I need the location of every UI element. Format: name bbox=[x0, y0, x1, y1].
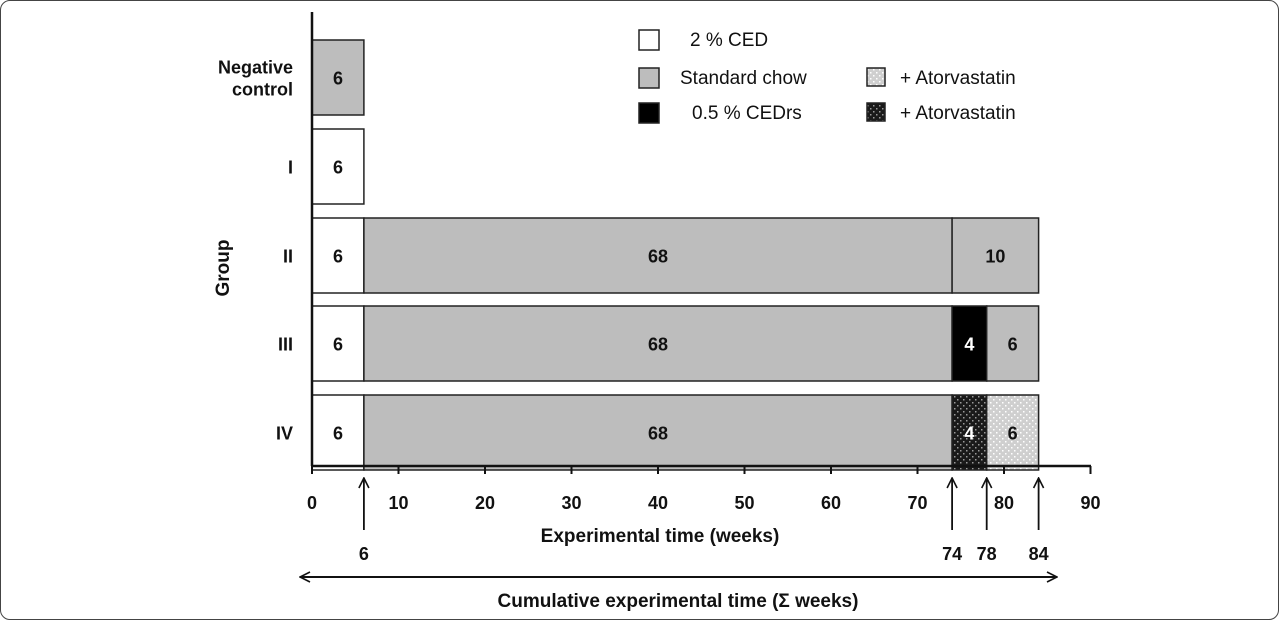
bar-segment bbox=[985, 305, 1040, 382]
segment-label: 6 bbox=[333, 69, 343, 89]
bar-segment bbox=[363, 305, 953, 382]
group-bar: 6 68 4 6 bbox=[311, 394, 1040, 471]
bar-segment bbox=[951, 217, 1040, 294]
legend-swatch bbox=[638, 29, 660, 51]
x-tick-label: 10 bbox=[388, 493, 408, 513]
group-label: III bbox=[278, 335, 293, 355]
time-markers-layer: 6 74 78 84 bbox=[359, 478, 1049, 564]
legend-item: Standard chow bbox=[638, 67, 807, 89]
legend: 2 % CED Standard chow 0.5 % CEDrs + Atorvas… bbox=[638, 29, 1016, 124]
legend-swatch bbox=[866, 67, 886, 87]
bar-segment bbox=[363, 217, 953, 294]
group-label: IV bbox=[276, 424, 293, 444]
group-label: Negative bbox=[218, 58, 293, 78]
legend-item: + Atorvastatin bbox=[866, 67, 1016, 89]
legend-item: + Atorvastatin bbox=[866, 102, 1016, 124]
legend-swatch bbox=[638, 102, 660, 124]
segment-label: 4 bbox=[964, 424, 974, 444]
segment-label: 68 bbox=[648, 424, 668, 444]
x-tick-label: 40 bbox=[648, 493, 668, 513]
time-marker-label: 84 bbox=[1029, 544, 1049, 564]
x-tick-label: 90 bbox=[1080, 493, 1100, 513]
segment-label: 6 bbox=[333, 335, 343, 355]
bars-layer: 6 6 6 68 10 6 68 4 6 6 68 4 6 bbox=[311, 39, 1040, 471]
segment-label: 10 bbox=[985, 247, 1005, 267]
time-marker-label: 6 bbox=[359, 544, 369, 564]
legend-swatch bbox=[638, 67, 660, 89]
group-bar: 6 bbox=[311, 39, 365, 116]
x-tick-label: 20 bbox=[475, 493, 495, 513]
legend-label: 2 % CED bbox=[690, 30, 768, 51]
bar-segment bbox=[951, 394, 988, 471]
time-marker-label: 74 bbox=[942, 544, 962, 564]
x-ticks-layer: 0 10 20 30 40 50 60 70 80 90 bbox=[307, 466, 1101, 513]
axes-layer bbox=[310, 12, 1091, 468]
segment-label: 6 bbox=[1008, 424, 1018, 444]
bar-segment bbox=[985, 394, 1040, 471]
legend-label: + Atorvastatin bbox=[900, 68, 1016, 89]
group-label: II bbox=[283, 247, 293, 267]
legend-label: Standard chow bbox=[680, 68, 807, 89]
legend-swatch bbox=[866, 102, 886, 122]
bar-segment bbox=[951, 305, 988, 382]
x-tick-label: 60 bbox=[821, 493, 841, 513]
x-tick-label: 50 bbox=[734, 493, 754, 513]
legend-item: 0.5 % CEDrs bbox=[638, 102, 802, 124]
bar-segment bbox=[363, 394, 953, 471]
segment-label: 6 bbox=[333, 247, 343, 267]
bar-segment bbox=[311, 39, 365, 116]
group-label: control bbox=[232, 80, 293, 100]
group-bar: 6 68 10 bbox=[311, 217, 1040, 294]
x-tick-label: 80 bbox=[994, 493, 1014, 513]
y-axis-title: Group bbox=[213, 240, 234, 297]
time-marker-label: 78 bbox=[977, 544, 997, 564]
segment-label: 4 bbox=[964, 335, 974, 355]
segment-label: 6 bbox=[333, 424, 343, 444]
bar-segment bbox=[311, 128, 365, 205]
legend-label: 0.5 % CEDrs bbox=[692, 103, 802, 124]
group-bar: 6 bbox=[311, 128, 365, 205]
segment-label: 68 bbox=[648, 335, 668, 355]
x-tick-label: 0 bbox=[307, 493, 317, 513]
x-axis-title: Experimental time (weeks) bbox=[541, 526, 780, 547]
segment-label: 68 bbox=[648, 247, 668, 267]
x-tick-label: 30 bbox=[561, 493, 581, 513]
segment-label: 6 bbox=[1008, 335, 1018, 355]
legend-label: + Atorvastatin bbox=[900, 103, 1016, 124]
cumulative-time-label: Cumulative experimental time (Σ weeks) bbox=[498, 591, 859, 612]
group-label: I bbox=[288, 158, 293, 178]
legend-item: 2 % CED bbox=[638, 29, 768, 51]
segment-label: 6 bbox=[333, 158, 343, 178]
x-tick-label: 70 bbox=[907, 493, 927, 513]
group-bar: 6 68 4 6 bbox=[311, 305, 1040, 382]
